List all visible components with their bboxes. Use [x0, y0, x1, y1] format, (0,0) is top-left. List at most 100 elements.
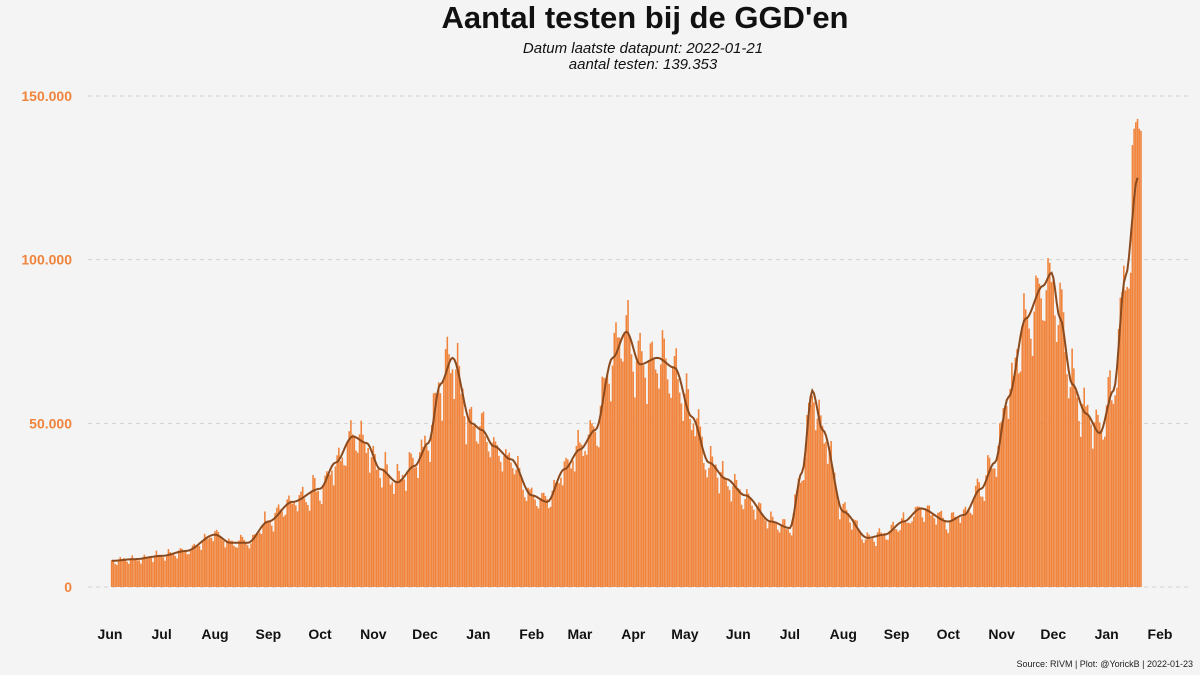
bar [940, 510, 943, 587]
bar [1088, 415, 1091, 587]
bar [300, 491, 302, 587]
bar [1045, 290, 1048, 587]
bar [615, 322, 617, 587]
bar [892, 521, 894, 587]
bar [959, 522, 962, 587]
bar [389, 484, 392, 587]
bar [780, 525, 783, 587]
bar [969, 512, 972, 587]
bar [620, 358, 622, 587]
bar [437, 382, 440, 587]
bar [792, 513, 795, 587]
bar [301, 486, 304, 587]
bar [659, 364, 662, 587]
bar [312, 475, 314, 587]
bar [672, 366, 674, 587]
bar [362, 434, 364, 587]
bar [310, 490, 313, 587]
bar [448, 354, 450, 587]
bar [1047, 258, 1049, 587]
bar [1030, 338, 1032, 587]
bar [656, 373, 659, 587]
bar [186, 554, 189, 587]
bar [928, 505, 931, 587]
bar [119, 557, 122, 587]
bar [900, 518, 903, 587]
bar [1097, 414, 1099, 587]
bar [482, 411, 485, 587]
bar [363, 442, 366, 587]
bar [227, 538, 230, 587]
bar [811, 395, 814, 587]
bar [871, 538, 874, 587]
bar [849, 522, 851, 587]
bar [193, 543, 196, 587]
y-tick-label: 50.000 [29, 415, 72, 431]
bar [143, 554, 146, 587]
bar [720, 471, 722, 587]
bar [930, 515, 932, 587]
bar [506, 455, 509, 587]
bar [1092, 448, 1094, 587]
bar [134, 558, 137, 587]
bar [838, 519, 841, 587]
bar [355, 450, 357, 587]
bar [918, 506, 920, 587]
bar [613, 332, 616, 587]
bar [329, 474, 332, 587]
bar [298, 495, 301, 587]
x-tick-label: Sep [884, 626, 910, 642]
bar [322, 484, 325, 587]
bar [217, 531, 220, 587]
bar [499, 461, 502, 587]
bar [897, 531, 900, 587]
bar [530, 487, 533, 587]
bar [1040, 298, 1042, 587]
bar [222, 540, 225, 587]
bar [145, 556, 147, 587]
bar [367, 448, 369, 587]
bar [269, 521, 271, 587]
bar [597, 447, 600, 587]
bar [413, 467, 416, 587]
bar [663, 338, 665, 587]
bar [852, 519, 855, 587]
bar [458, 365, 461, 587]
bar [255, 535, 258, 587]
bar [754, 519, 757, 587]
bar [708, 467, 710, 587]
bar [200, 550, 202, 587]
bar [876, 532, 879, 587]
bar [878, 528, 881, 587]
bar [221, 539, 223, 587]
bar [1054, 315, 1056, 587]
bar [580, 444, 583, 587]
bar [968, 508, 970, 587]
bar [999, 423, 1001, 587]
bar-series [110, 118, 1142, 588]
bar [307, 504, 309, 587]
bar [203, 533, 206, 587]
bar [406, 470, 409, 587]
bar [467, 418, 469, 587]
bar [787, 529, 789, 587]
bar [823, 443, 826, 587]
bar [272, 531, 275, 587]
bar [964, 506, 967, 587]
bar [539, 498, 542, 587]
bar [124, 559, 127, 587]
bar [181, 549, 184, 587]
bar [245, 542, 247, 587]
bar [632, 371, 634, 587]
bar [644, 377, 647, 587]
bar [231, 540, 233, 587]
chart-subtitle-date: Datum laatste datapunt: 2022-01-21 [523, 40, 763, 57]
bar [455, 369, 457, 587]
bar [305, 502, 307, 587]
bar [394, 480, 397, 587]
bar [147, 558, 149, 587]
bar [747, 493, 750, 587]
bar [1119, 297, 1122, 587]
bar [1000, 421, 1003, 587]
bar [308, 510, 311, 587]
